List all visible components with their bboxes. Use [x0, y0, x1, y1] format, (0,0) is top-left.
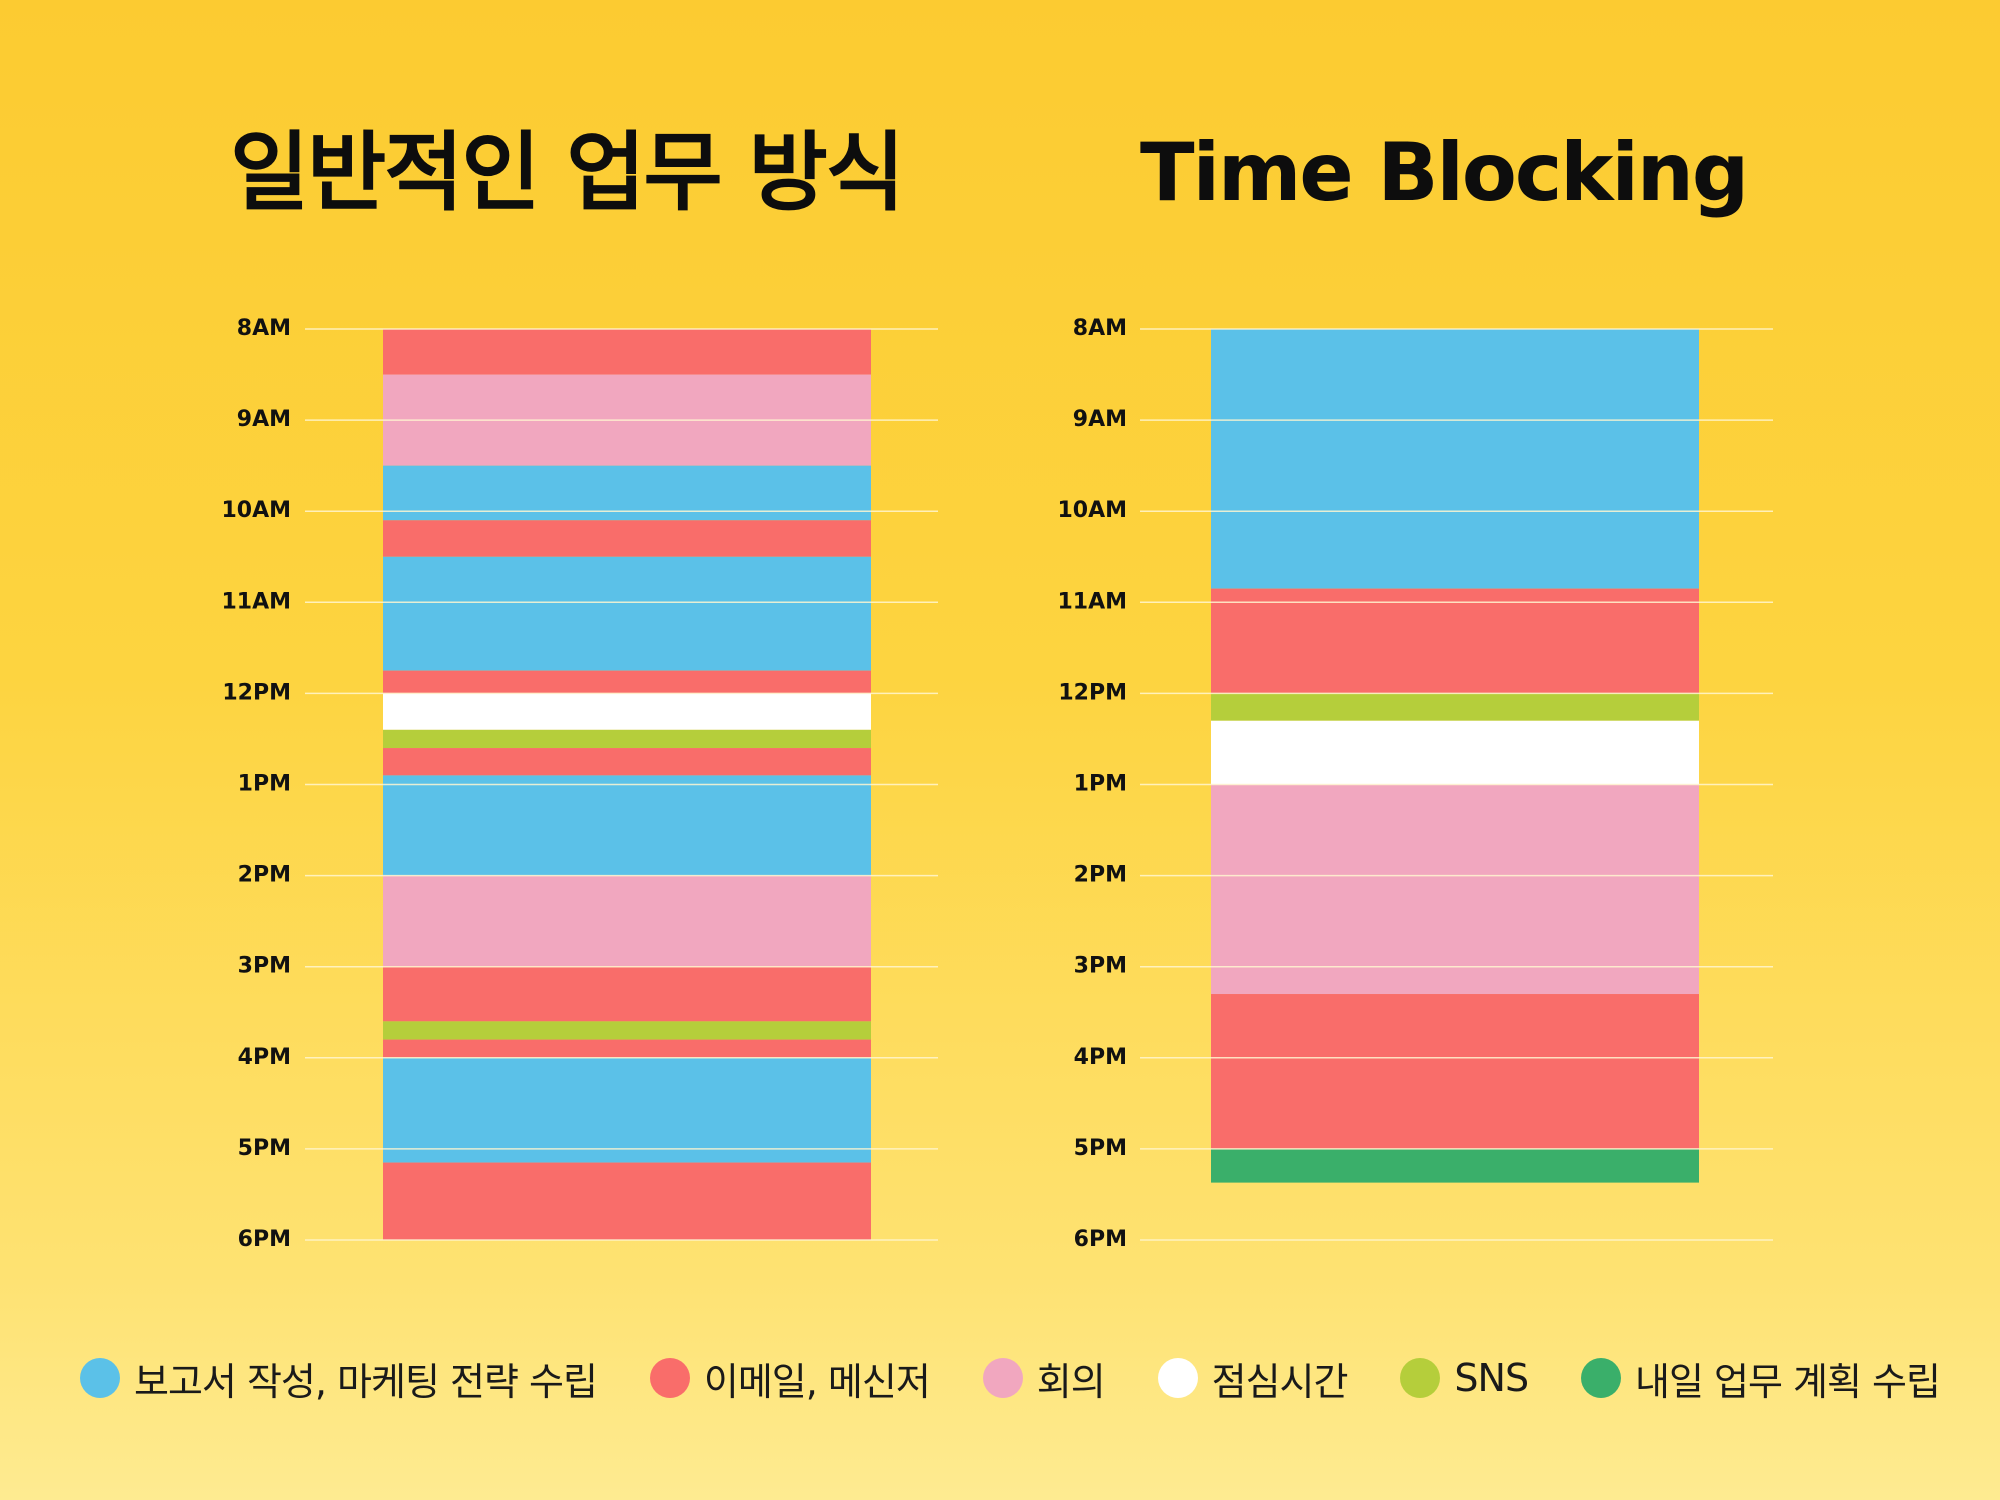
left-chart-title: 일반적인 업무 방식 [230, 123, 905, 223]
legend-swatch-report [80, 1358, 120, 1398]
time-block-plan [1211, 1148, 1699, 1183]
y-tick-label: 12PM [222, 680, 291, 705]
time-block-meeting [1211, 784, 1699, 995]
y-tick-label: 10AM [221, 498, 291, 523]
time-block-lunch [1211, 720, 1699, 785]
legend-item-sns: SNS [1400, 1356, 1529, 1400]
chart-left: 8AM 9AM 10AM 11AM 12PM 1PM 2PM 3PM 4PM 5PM 6PM [221, 316, 938, 1252]
y-tick-label: 4PM [1074, 1045, 1127, 1070]
time-block-report [383, 465, 871, 521]
time-block-sns [383, 729, 871, 749]
legend-swatch-lunch [1157, 1358, 1198, 1398]
y-tick-label: 9AM [1073, 407, 1127, 432]
y-tick-label: 5PM [238, 1136, 291, 1161]
y-tick-label: 8AM [1073, 316, 1127, 341]
time-block-email [383, 329, 871, 375]
legend-item-meeting: 회의 [982, 1351, 1106, 1406]
y-tick-label: 10AM [1057, 498, 1127, 523]
y-tick-label: 3PM [1074, 954, 1127, 979]
legend-label-plan: 내일 업무 계획 수립 [1635, 1359, 1941, 1404]
time-block-sns [383, 1021, 871, 1040]
y-tick-label: 6PM [1074, 1227, 1127, 1252]
chart-right: 8AM 9AM 10AM 11AM 12PM 1PM 2PM 3PM 4PM 5PM 6PM [1057, 316, 1773, 1252]
time-block-email [1211, 994, 1699, 1149]
legend-label-email: 이메일, 메신저 [703, 1359, 931, 1404]
time-block-email [383, 670, 871, 694]
time-block-report [383, 1057, 871, 1163]
legend-label-meeting: 회의 [1036, 1359, 1106, 1404]
y-tick-label: 1PM [1074, 772, 1127, 797]
legend-item-report: 보고서 작성, 마케팅 전략 수립 [80, 1351, 598, 1406]
legend-swatch-email [649, 1358, 690, 1398]
time-block-email [383, 1039, 871, 1058]
legend-swatch-sns [1400, 1358, 1441, 1398]
legend-item-email: 이메일, 메신저 [649, 1351, 931, 1406]
time-block-report [383, 556, 871, 671]
right-chart-title: Time Blocking [1140, 126, 1749, 219]
y-tick-label: 3PM [238, 954, 291, 979]
legend-swatch-meeting [982, 1358, 1023, 1398]
y-tick-label: 4PM [238, 1045, 291, 1070]
legend-swatch-plan [1581, 1358, 1622, 1398]
y-tick-label: 12PM [1058, 680, 1127, 705]
legend-item-lunch: 점심시간 [1157, 1351, 1349, 1406]
time-block-email [383, 520, 871, 557]
time-block-sns [1211, 693, 1699, 721]
time-block-report [383, 775, 871, 876]
time-block-report [1211, 329, 1699, 589]
y-tick-label: 11AM [221, 589, 291, 614]
legend-label-lunch: 점심시간 [1211, 1359, 1349, 1404]
y-tick-label: 8AM [237, 316, 291, 341]
time-block-email [1211, 588, 1699, 694]
time-block-lunch [383, 693, 871, 730]
y-tick-label: 11AM [1057, 589, 1127, 614]
y-tick-label: 2PM [238, 863, 291, 888]
time-block-email [383, 1162, 871, 1240]
legend-label-report: 보고서 작성, 마케팅 전략 수립 [134, 1359, 598, 1404]
time-block-email [383, 966, 871, 1022]
time-block-email [383, 748, 871, 776]
y-tick-label: 6PM [238, 1227, 291, 1252]
y-tick-label: 1PM [238, 772, 291, 797]
legend-label-sns: SNS [1454, 1356, 1529, 1400]
legend-item-plan: 내일 업무 계획 수립 [1581, 1351, 1941, 1406]
y-tick-label: 5PM [1074, 1136, 1127, 1161]
y-tick-label: 9AM [237, 407, 291, 432]
legend: 보고서 작성, 마케팅 전략 수립 이메일, 메신저 회의 점심시간 SNS 내… [80, 1348, 1941, 1408]
y-tick-label: 2PM [1074, 863, 1127, 888]
time-block-meeting [383, 875, 871, 967]
